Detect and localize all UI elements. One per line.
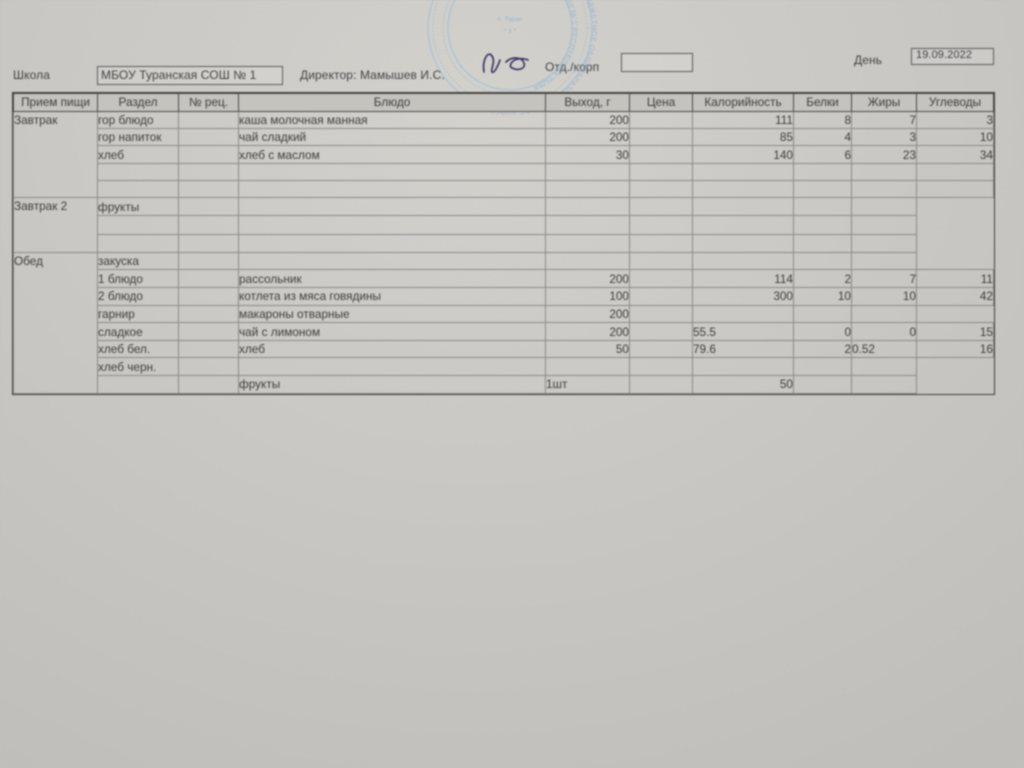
- svg-text:с. Туран: с. Туран: [498, 16, 523, 23]
- svg-text:* 1 *: * 1 *: [504, 28, 517, 35]
